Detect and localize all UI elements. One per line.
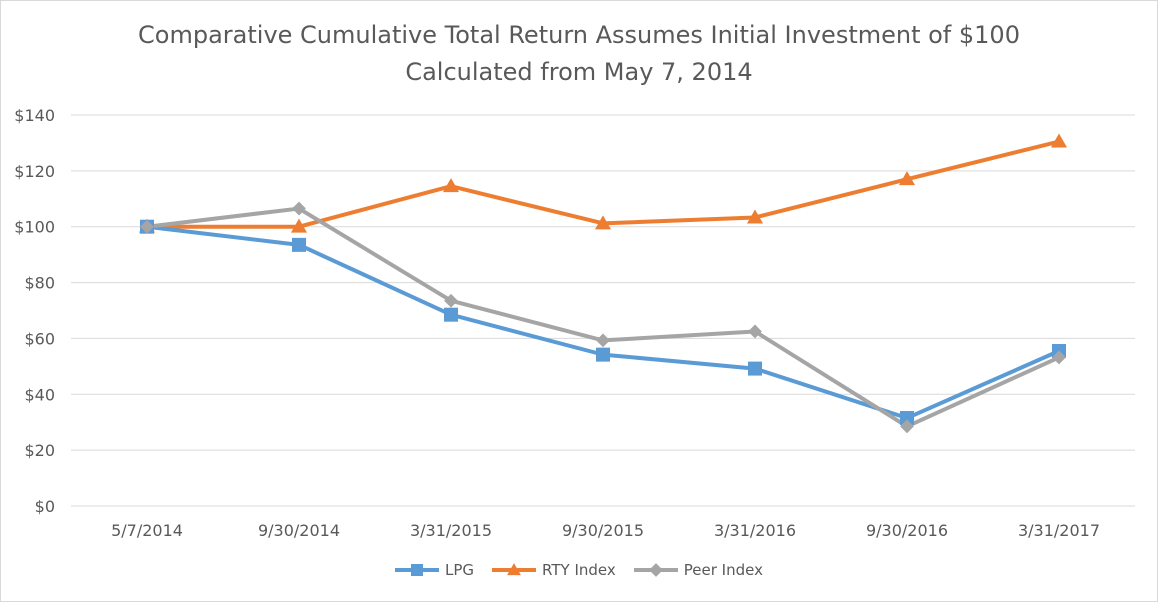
legend-marker	[507, 563, 521, 576]
y-tick-label: $140	[14, 106, 55, 125]
y-tick-label: $0	[35, 497, 55, 516]
data-point	[748, 361, 762, 376]
x-axis-ticks: 5/7/2014 9/30/2014 3/31/2015 9/30/2015 3/31/…	[111, 521, 1100, 540]
x-tick-label: 9/30/2015	[562, 521, 644, 540]
legend-item: LPG	[395, 561, 474, 579]
series-line-0	[146, 224, 1060, 421]
legend-swatch	[633, 563, 678, 577]
legend-label: Peer Index	[683, 561, 763, 579]
data-point	[292, 201, 306, 216]
chart-title: Comparative Cumulative Total Return Assu…	[138, 21, 1020, 49]
data-point	[444, 307, 458, 322]
x-tick-label: 9/30/2016	[866, 521, 948, 540]
series-markers	[138, 133, 1068, 434]
x-tick-label: 9/30/2014	[258, 521, 340, 540]
data-point	[594, 215, 612, 230]
data-point	[898, 171, 916, 186]
y-tick-label: $60	[24, 329, 55, 348]
y-tick-label: $20	[24, 441, 55, 460]
data-point	[290, 218, 308, 233]
x-tick-label: 5/7/2014	[111, 521, 183, 540]
data-point	[596, 347, 610, 362]
data-point	[1050, 133, 1068, 148]
y-tick-label: $120	[14, 162, 55, 181]
data-point	[292, 237, 306, 252]
legend: LPG RTY Index Peer Index	[1, 561, 1157, 579]
y-tick-label: $80	[24, 274, 55, 293]
x-tick-label: 3/31/2016	[714, 521, 796, 540]
x-tick-label: 3/31/2015	[410, 521, 492, 540]
legend-marker	[411, 564, 424, 576]
legend-marker	[648, 563, 663, 577]
gridlines	[71, 114, 1135, 507]
series-line-1	[147, 139, 1060, 229]
legend-swatch	[395, 564, 440, 576]
data-point	[748, 324, 762, 339]
legend-label: RTY Index	[542, 561, 616, 579]
y-tick-label: $100	[14, 218, 55, 237]
chart-subtitle: Calculated from May 7, 2014	[405, 58, 753, 86]
legend-swatch	[492, 563, 537, 576]
data-point	[1052, 350, 1066, 365]
data-point	[444, 293, 458, 308]
legend-item: Peer Index	[633, 561, 763, 579]
data-point	[746, 209, 764, 224]
x-tick-label: 3/31/2017	[1018, 521, 1100, 540]
data-point	[442, 178, 460, 193]
y-tick-label: $40	[24, 385, 55, 404]
data-point	[140, 219, 154, 234]
data-point	[900, 419, 914, 434]
series-lines	[146, 139, 1060, 429]
data-point	[596, 333, 610, 348]
y-axis-ticks: $0 $20 $40 $60 $80 $100 $120 $140	[14, 106, 55, 516]
legend-label: LPG	[445, 561, 475, 579]
data-point	[900, 411, 914, 426]
legend-item: RTY Index	[492, 561, 616, 579]
